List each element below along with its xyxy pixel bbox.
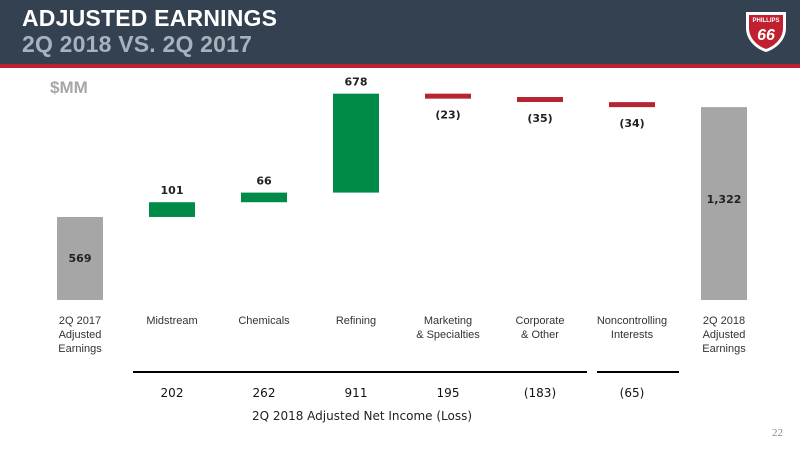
decrease-bar	[425, 93, 471, 99]
category-label: Noncontrolling	[597, 315, 667, 327]
page-title: ADJUSTED EARNINGS	[22, 5, 278, 31]
bar-data-label: 101	[161, 184, 184, 197]
net-income-value: 202	[161, 386, 184, 400]
increase-bar	[333, 93, 379, 193]
increase-bar	[149, 202, 195, 217]
net-income-value: (65)	[620, 386, 645, 400]
page-subtitle: 2Q 2018 VS. 2Q 2017	[22, 31, 253, 57]
category-label: Chemicals	[238, 315, 290, 327]
category-label: & Other	[521, 329, 559, 341]
logo-text-top: PHILLIPS	[752, 18, 779, 24]
category-label: Refining	[336, 315, 376, 327]
decrease-bar	[517, 97, 563, 103]
category-label: Adjusted	[59, 329, 102, 341]
net-income-value: 262	[253, 386, 276, 400]
category-label: 2Q 2018	[703, 315, 745, 327]
category-label: Earnings	[58, 343, 102, 355]
bar-data-label: 1,322	[707, 193, 742, 206]
increase-bar	[241, 192, 287, 203]
phillips66-logo-icon: PHILLIPS 66	[746, 12, 786, 52]
category-label: Adjusted	[703, 329, 746, 341]
category-label: Corporate	[516, 315, 565, 327]
category-label: Earnings	[702, 343, 746, 355]
net-income-row-title: 2Q 2018 Adjusted Net Income (Loss)	[252, 409, 472, 423]
bar-data-label: 678	[345, 76, 368, 89]
decrease-bar	[609, 102, 655, 108]
bar-data-label: 569	[69, 252, 92, 265]
header-bar	[0, 0, 800, 64]
bar-data-label: 66	[256, 175, 272, 188]
total-bar	[57, 216, 103, 300]
units-label: $MM	[50, 78, 88, 97]
header-accent-stripe	[0, 64, 800, 68]
logo-text-number: 66	[757, 27, 775, 44]
bar-data-label: (34)	[619, 117, 644, 130]
category-label: Marketing	[424, 315, 472, 327]
category-label: & Specialties	[416, 329, 480, 341]
net-income-value: 195	[437, 386, 460, 400]
total-bar	[701, 107, 747, 300]
bar-data-label: (23)	[435, 109, 460, 122]
bar-data-label: (35)	[527, 112, 552, 125]
net-income-value: (183)	[524, 386, 556, 400]
category-label: 2Q 2017	[59, 315, 101, 327]
net-income-value: 911	[345, 386, 368, 400]
page-number: 22	[772, 427, 783, 439]
category-label: Midstream	[146, 315, 197, 327]
category-label: Interests	[611, 329, 654, 341]
